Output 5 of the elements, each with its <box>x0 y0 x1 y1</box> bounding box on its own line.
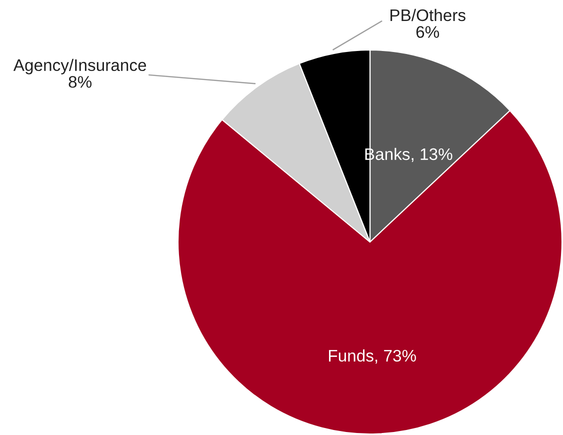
slice-label: PB/Others <box>390 8 466 22</box>
data-label: 6% <box>416 26 440 38</box>
slice-label: Agency/Insurance <box>13 58 146 74</box>
data-label: 8% <box>68 76 92 88</box>
slice-label: Funds, 73% <box>329 349 416 364</box>
